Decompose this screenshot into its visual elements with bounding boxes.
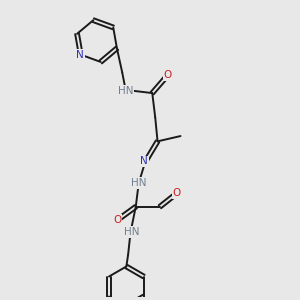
Text: N: N	[140, 156, 148, 167]
Text: HN: HN	[118, 86, 134, 96]
Text: N: N	[76, 50, 84, 60]
Text: O: O	[173, 188, 181, 198]
Text: O: O	[164, 70, 172, 80]
Text: HN: HN	[124, 227, 140, 237]
Text: HN: HN	[131, 178, 146, 188]
Text: O: O	[113, 215, 122, 225]
